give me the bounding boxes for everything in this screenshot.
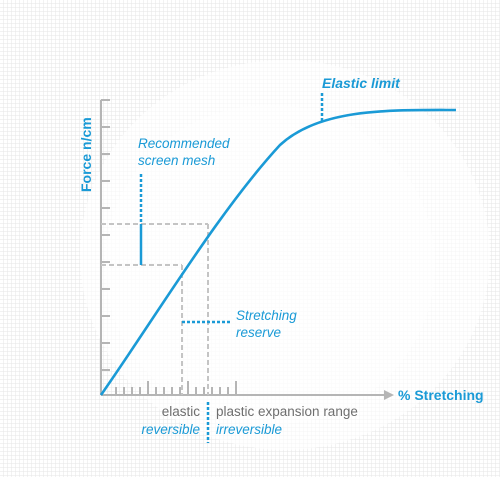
x-axis-label: % Stretching bbox=[398, 387, 484, 403]
callout-leaders bbox=[139, 93, 324, 443]
elastic-region-label: elastic bbox=[162, 404, 201, 419]
plastic-region-label: plastic expansion range bbox=[216, 404, 358, 419]
recommended-mesh-label-line1: Recommended bbox=[138, 136, 230, 151]
stretching-reserve-label-line2: reserve bbox=[236, 325, 281, 340]
x-axis-arrow bbox=[384, 390, 394, 400]
force-curve bbox=[99, 108, 457, 396]
recommended-mesh-label-line2: screen mesh bbox=[138, 153, 215, 168]
irreversible-region-label: irreversible bbox=[216, 422, 282, 437]
y-axis bbox=[100, 99, 110, 395]
y-axis-label: Force n/cm bbox=[78, 117, 94, 192]
stretching-reserve-label-line1: Stretching bbox=[236, 308, 297, 323]
x-axis bbox=[101, 381, 384, 396]
reversible-region-label: reversible bbox=[141, 422, 200, 437]
elastic-limit-label: Elastic limit bbox=[322, 75, 401, 91]
